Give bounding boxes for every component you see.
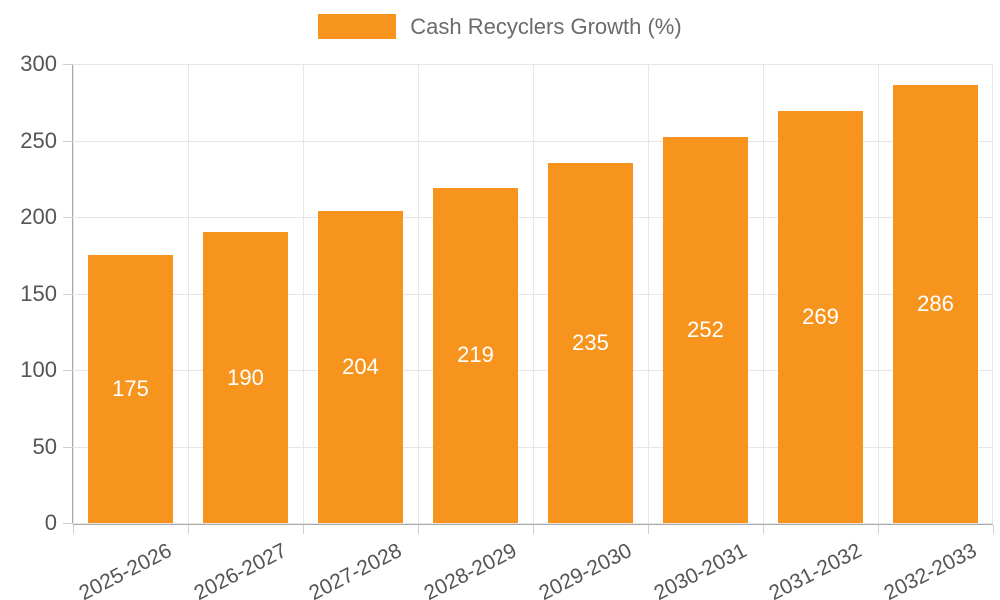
y-tick-mark [63, 523, 73, 524]
x-tick-mark [418, 525, 419, 534]
x-tick-mark [303, 525, 304, 534]
x-tick-mark [993, 525, 994, 534]
y-tick-mark [63, 446, 73, 448]
x-tick-label: 2025-2026 [75, 539, 175, 600]
y-tick-label: 50 [32, 433, 57, 459]
y-tick-mark [63, 293, 73, 295]
x-tick-mark [73, 525, 74, 534]
y-tick-label: 200 [20, 204, 57, 229]
chart-legend: Cash Recyclers Growth (%) [0, 14, 1000, 39]
x-tick-mark [648, 525, 649, 534]
y-tick-mark [63, 140, 73, 142]
bar[interactable] [662, 137, 749, 523]
y-tick-mark [63, 64, 73, 65]
legend-label-cash-recyclers-growth: Cash Recyclers Growth (%) [410, 14, 682, 39]
bar[interactable] [777, 111, 864, 523]
legend-swatch-cash-recyclers-growth [318, 14, 397, 39]
y-tick-label: 100 [20, 357, 57, 382]
bar[interactable] [87, 255, 174, 523]
x-tick-mark [533, 525, 534, 534]
x-tick-mark [188, 525, 189, 534]
x-tick-label: 2029-2030 [535, 539, 635, 600]
y-tick-mark [63, 217, 73, 218]
gridline-vertical [303, 64, 304, 523]
gridline-vertical [992, 64, 993, 523]
gridline-vertical [188, 64, 189, 523]
gridline-vertical [533, 64, 534, 523]
bar[interactable] [892, 85, 979, 523]
bar[interactable] [202, 232, 289, 523]
bar[interactable] [547, 163, 634, 523]
plot-area: 175 190 204 219 235 252 269 286 [73, 64, 993, 524]
x-tick-label: 2026-2027 [190, 539, 290, 600]
x-tick-label: 2027-2028 [305, 539, 405, 600]
bar[interactable] [317, 210, 404, 523]
bar[interactable] [432, 187, 519, 523]
y-tick-label: 300 [20, 51, 57, 76]
gridline-vertical [878, 64, 879, 523]
gridline-vertical [763, 64, 764, 523]
x-tick-label: 2032-2033 [880, 539, 980, 600]
x-tick-mark [763, 525, 764, 534]
gridline-vertical [648, 64, 649, 523]
gridline-horizontal [73, 523, 993, 524]
x-axis-line [73, 523, 993, 525]
x-tick-label: 2031-2032 [765, 539, 865, 600]
x-tick-label: 2030-2031 [650, 539, 750, 600]
y-tick-label: 250 [20, 127, 57, 153]
y-tick-label: 150 [20, 280, 57, 306]
y-tick-label: 0 [44, 510, 57, 535]
gridline-vertical [73, 64, 74, 523]
x-tick-mark [878, 525, 879, 534]
y-tick-mark [63, 370, 73, 371]
gridline-vertical [418, 64, 419, 523]
x-tick-label: 2028-2029 [420, 539, 520, 600]
